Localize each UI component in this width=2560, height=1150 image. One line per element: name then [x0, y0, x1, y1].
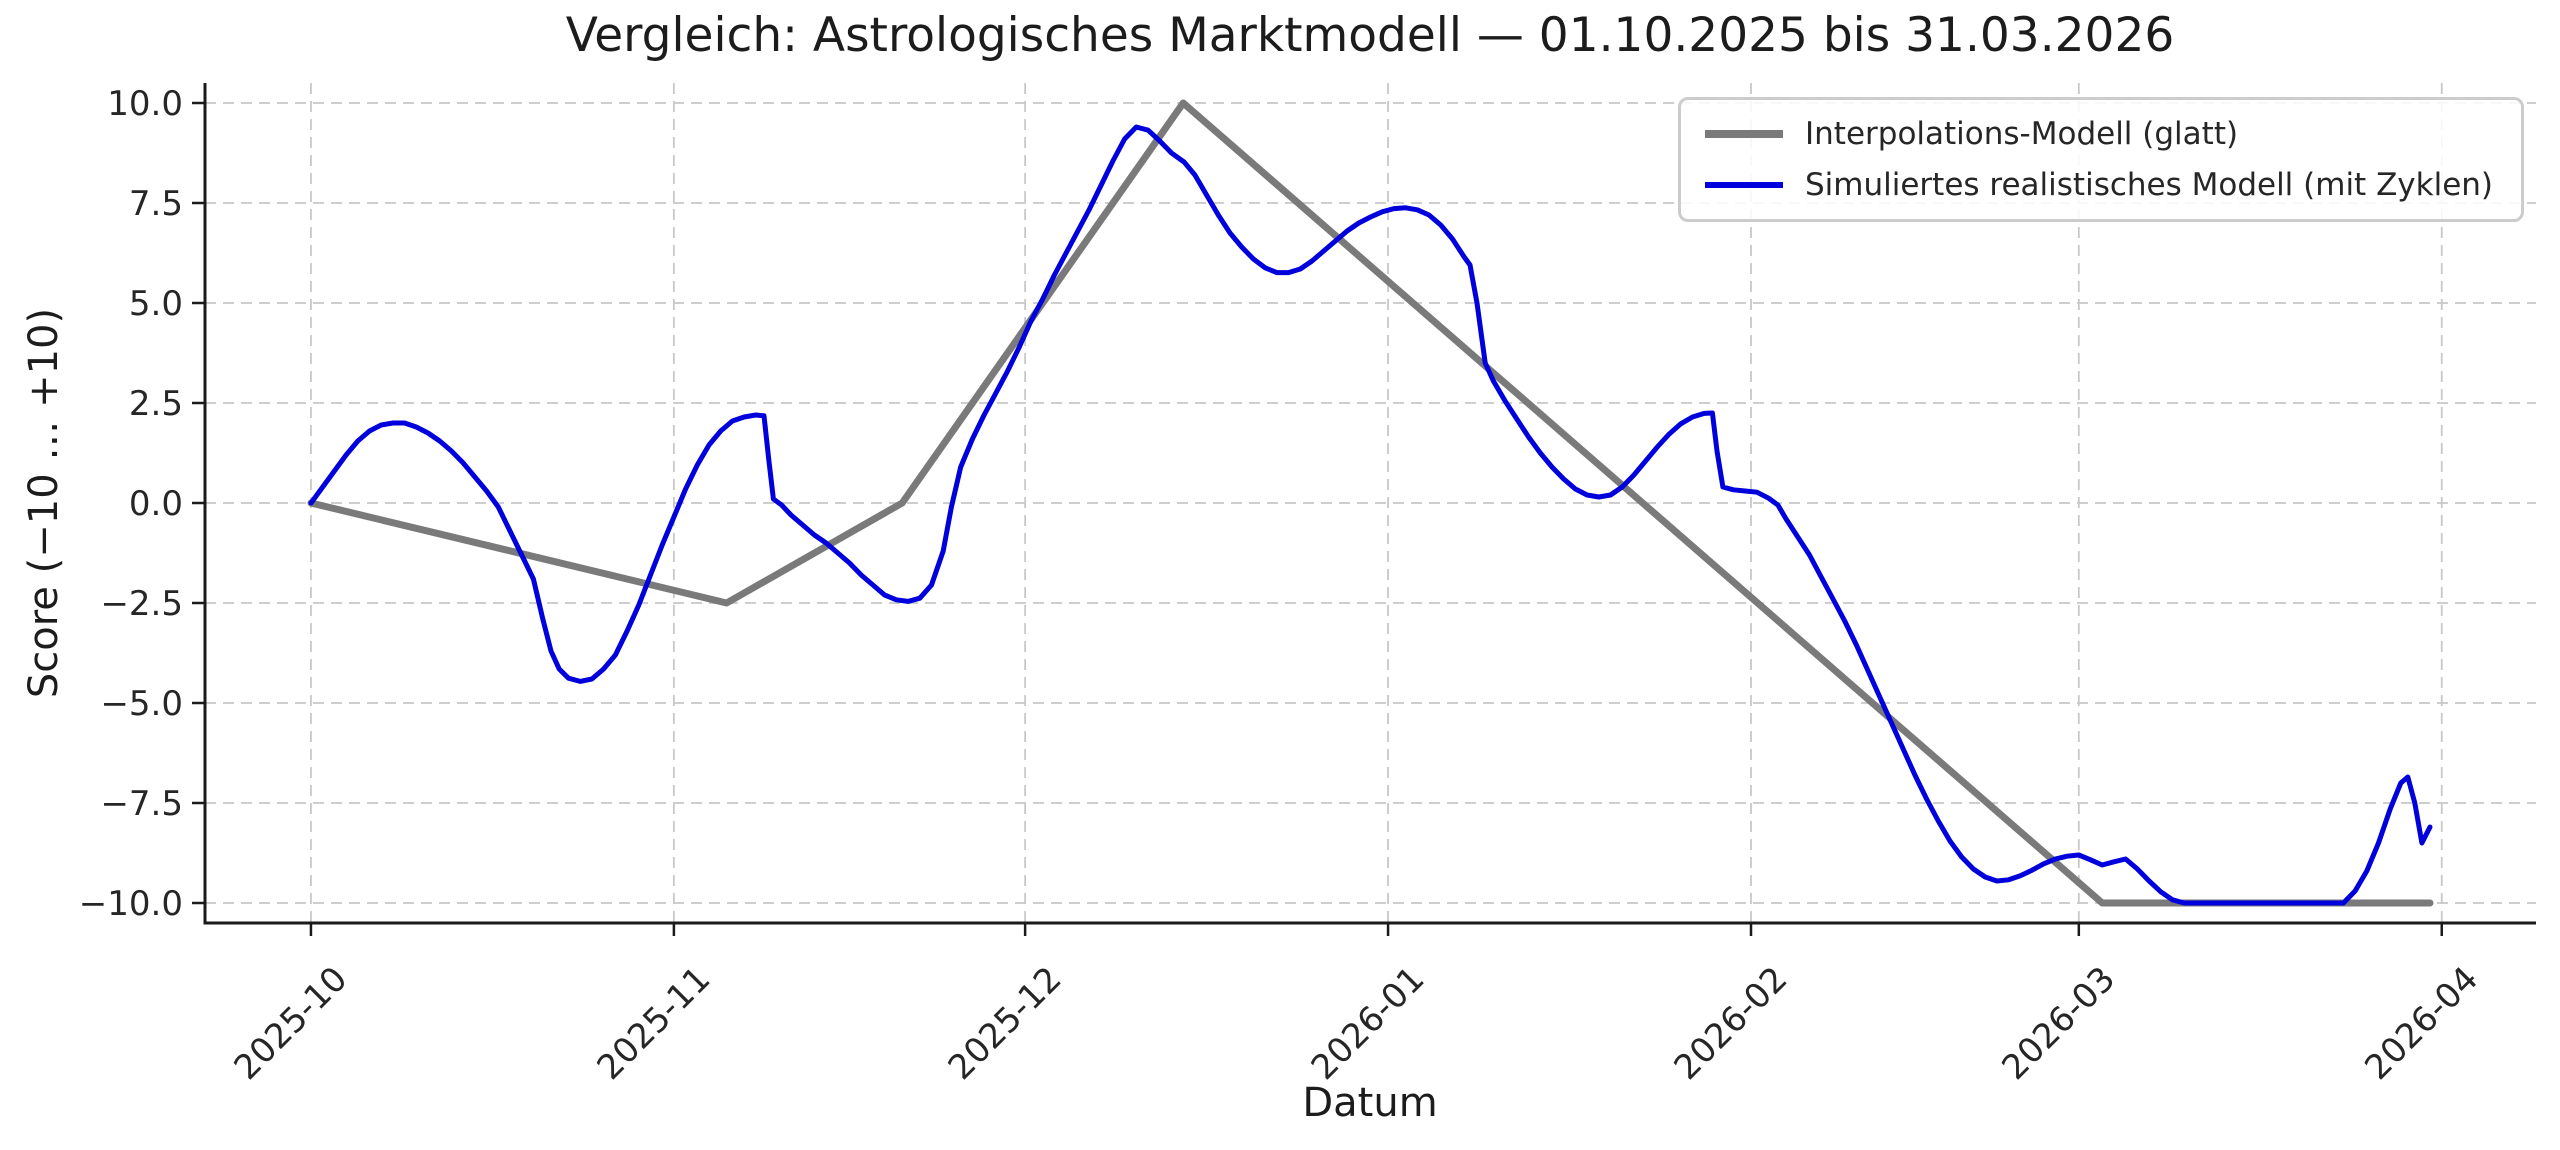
- y-tick-label: 7.5: [129, 184, 183, 224]
- x-tick-label: 2026-04: [2357, 959, 2486, 1088]
- legend-line-swatch-interpolation: [1705, 129, 1783, 138]
- y-axis-label: Score (−10 … +10): [21, 307, 67, 699]
- y-tick-label: 2.5: [129, 384, 183, 424]
- y-tick-label: −5.0: [100, 684, 183, 724]
- y-tick-label: −2.5: [100, 584, 183, 624]
- y-tick-label: 10.0: [107, 84, 183, 124]
- x-axis-label: Datum: [1302, 1080, 1438, 1126]
- y-tick-label: −7.5: [100, 784, 183, 824]
- legend-label-simulation: Simuliertes realistisches Modell (mit Zy…: [1805, 167, 2494, 204]
- y-tick-label: 5.0: [129, 284, 183, 324]
- x-tick-label: 2026-01: [1304, 959, 1433, 1088]
- x-tick-label: 2025-12: [941, 959, 1070, 1088]
- legend-item-interpolation: Interpolations-Modell (glatt): [1705, 116, 2511, 152]
- legend: Interpolations-Modell (glatt) Simulierte…: [1678, 97, 2524, 222]
- legend-line-swatch-simulation: [1705, 182, 1783, 189]
- chart-title: Vergleich: Astrologisches Marktmodell — …: [565, 8, 2175, 63]
- x-tick-label: 2025-10: [227, 959, 356, 1088]
- series-line-simulation: [308, 124, 2433, 906]
- x-tick-label: 2026-03: [1994, 959, 2123, 1088]
- x-tick-label: 2025-11: [590, 959, 719, 1088]
- legend-label-interpolation: Interpolations-Modell (glatt): [1805, 115, 2239, 152]
- legend-item-simulation: Simuliertes realistisches Modell (mit Zy…: [1705, 167, 2511, 203]
- y-tick-label: −10.0: [79, 884, 183, 924]
- y-tick-label: 0.0: [129, 484, 183, 524]
- x-tick-label: 2026-02: [1667, 959, 1796, 1088]
